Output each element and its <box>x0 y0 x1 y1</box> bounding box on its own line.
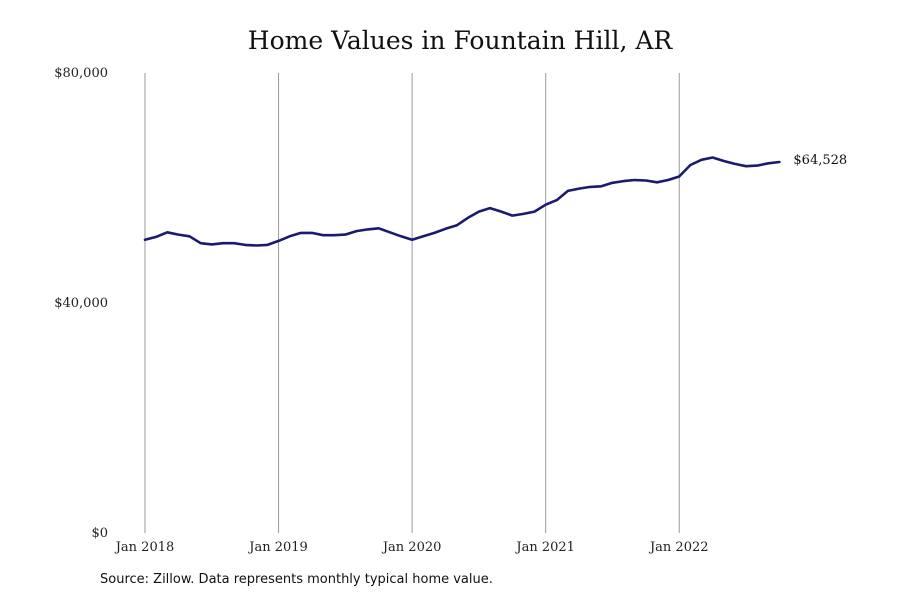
y-axis-tick-labels: $0 $40,000 $80,000 <box>54 66 108 541</box>
series-layer <box>143 156 781 247</box>
x-tick-label: Jan 2020 <box>381 540 442 555</box>
y-tick-label: $0 <box>91 526 108 541</box>
y-tick-label: $80,000 <box>54 66 108 81</box>
source-note: Source: Zillow. Data represents monthly … <box>100 572 493 587</box>
x-tick-label: Jan 2021 <box>514 540 575 555</box>
x-tick-label: Jan 2018 <box>114 540 175 555</box>
last-value-label: $64,528 <box>793 153 847 168</box>
x-axis-tick-labels: Jan 2018 Jan 2019 Jan 2020 Jan 2021 Jan 2022 <box>114 540 709 555</box>
x-tick-label: Jan 2019 <box>247 540 308 555</box>
x-tick-label: Jan 2022 <box>648 540 709 555</box>
grid-layer <box>144 73 680 533</box>
series-line <box>143 156 781 247</box>
chart-title: Home Values in Fountain Hill, AR <box>247 26 673 55</box>
y-tick-label: $40,000 <box>54 296 108 311</box>
end-label-layer: $64,528 <box>793 153 847 168</box>
